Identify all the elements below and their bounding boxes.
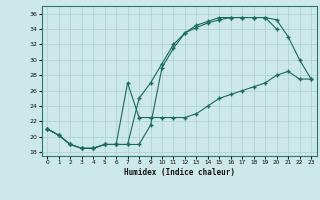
- X-axis label: Humidex (Indice chaleur): Humidex (Indice chaleur): [124, 168, 235, 177]
